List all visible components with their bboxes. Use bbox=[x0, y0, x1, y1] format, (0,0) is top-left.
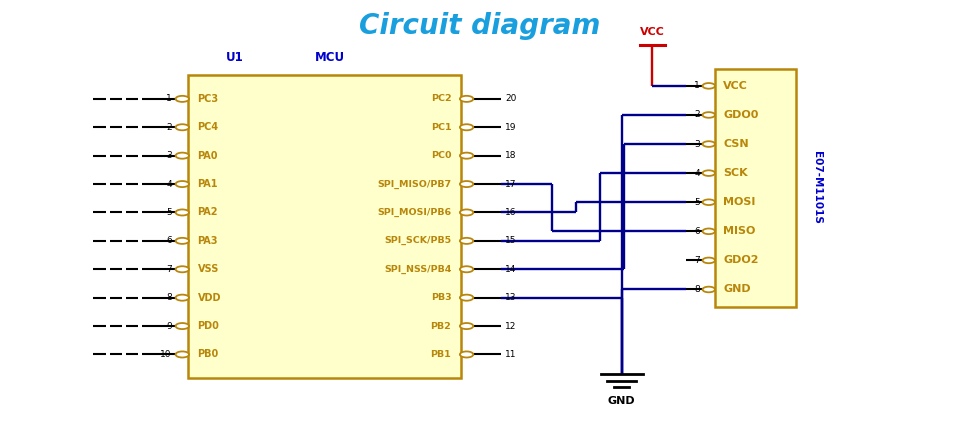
Text: GDO0: GDO0 bbox=[723, 110, 758, 120]
Text: 6: 6 bbox=[166, 236, 172, 245]
Bar bbox=[188, 75, 461, 378]
Circle shape bbox=[703, 286, 715, 292]
Circle shape bbox=[703, 83, 715, 89]
Circle shape bbox=[176, 266, 189, 272]
Text: MOSI: MOSI bbox=[723, 197, 756, 207]
Text: PB2: PB2 bbox=[430, 322, 451, 330]
Text: SPI_MISO/PB7: SPI_MISO/PB7 bbox=[377, 180, 451, 189]
Text: SPI_NSS/PB4: SPI_NSS/PB4 bbox=[384, 265, 451, 274]
Text: 10: 10 bbox=[160, 350, 172, 359]
Circle shape bbox=[703, 170, 715, 176]
Text: 7: 7 bbox=[694, 256, 700, 265]
Text: E07-M1101S: E07-M1101S bbox=[812, 151, 822, 224]
Text: 14: 14 bbox=[505, 265, 516, 274]
Text: PB0: PB0 bbox=[198, 350, 219, 359]
Text: CSN: CSN bbox=[723, 139, 749, 149]
Circle shape bbox=[703, 112, 715, 118]
Text: 20: 20 bbox=[505, 94, 516, 103]
Circle shape bbox=[460, 295, 473, 301]
Circle shape bbox=[460, 96, 473, 102]
Text: SCK: SCK bbox=[723, 168, 748, 178]
Circle shape bbox=[176, 209, 189, 215]
Text: 2: 2 bbox=[694, 110, 700, 119]
Text: 18: 18 bbox=[505, 151, 516, 160]
Text: 1: 1 bbox=[694, 82, 700, 90]
Text: SPI_SCK/PB5: SPI_SCK/PB5 bbox=[384, 236, 451, 245]
Text: GND: GND bbox=[608, 396, 636, 406]
Text: PC2: PC2 bbox=[431, 94, 451, 103]
Circle shape bbox=[460, 323, 473, 329]
Text: PA2: PA2 bbox=[198, 208, 218, 218]
Circle shape bbox=[460, 238, 473, 244]
Text: PB3: PB3 bbox=[431, 293, 451, 302]
Circle shape bbox=[176, 238, 189, 244]
Text: VSS: VSS bbox=[198, 264, 219, 274]
Circle shape bbox=[460, 153, 473, 159]
Circle shape bbox=[703, 199, 715, 205]
Text: VCC: VCC bbox=[640, 27, 664, 37]
Text: MCU: MCU bbox=[315, 51, 345, 64]
Text: 4: 4 bbox=[166, 180, 172, 188]
Text: 7: 7 bbox=[166, 265, 172, 274]
Text: 1: 1 bbox=[166, 94, 172, 103]
Circle shape bbox=[460, 266, 473, 272]
Text: 8: 8 bbox=[166, 293, 172, 302]
Text: PA1: PA1 bbox=[198, 179, 218, 189]
Text: 8: 8 bbox=[694, 285, 700, 294]
Text: PA0: PA0 bbox=[198, 151, 218, 160]
Bar bbox=[714, 68, 796, 307]
Text: Circuit diagram: Circuit diagram bbox=[359, 12, 601, 40]
Text: PB1: PB1 bbox=[430, 350, 451, 359]
Circle shape bbox=[176, 351, 189, 358]
Circle shape bbox=[176, 295, 189, 301]
Text: 5: 5 bbox=[166, 208, 172, 217]
Text: 3: 3 bbox=[694, 140, 700, 149]
Text: 13: 13 bbox=[505, 293, 516, 302]
Text: GDO2: GDO2 bbox=[723, 255, 758, 266]
Text: SPI_MOSI/PB6: SPI_MOSI/PB6 bbox=[377, 208, 451, 217]
Text: GND: GND bbox=[723, 284, 751, 294]
Text: 17: 17 bbox=[505, 180, 516, 188]
Text: 15: 15 bbox=[505, 236, 516, 245]
Circle shape bbox=[460, 181, 473, 187]
Text: 5: 5 bbox=[694, 198, 700, 207]
Text: PC1: PC1 bbox=[431, 123, 451, 132]
Circle shape bbox=[703, 141, 715, 147]
Circle shape bbox=[703, 258, 715, 263]
Text: PD0: PD0 bbox=[198, 321, 220, 331]
Text: 12: 12 bbox=[505, 322, 516, 330]
Text: 11: 11 bbox=[505, 350, 516, 359]
Circle shape bbox=[176, 96, 189, 102]
Text: U1: U1 bbox=[226, 51, 243, 64]
Text: 19: 19 bbox=[505, 123, 516, 132]
Text: 9: 9 bbox=[166, 322, 172, 330]
Text: PC3: PC3 bbox=[198, 94, 219, 104]
Circle shape bbox=[176, 181, 189, 187]
Circle shape bbox=[176, 323, 189, 329]
Circle shape bbox=[703, 228, 715, 234]
Circle shape bbox=[176, 124, 189, 130]
Text: MISO: MISO bbox=[723, 226, 756, 236]
Text: 16: 16 bbox=[505, 208, 516, 217]
Text: 4: 4 bbox=[694, 169, 700, 177]
Circle shape bbox=[460, 351, 473, 358]
Circle shape bbox=[460, 209, 473, 215]
Text: PC4: PC4 bbox=[198, 122, 219, 132]
Circle shape bbox=[460, 124, 473, 130]
Text: VCC: VCC bbox=[723, 81, 748, 91]
Text: VDD: VDD bbox=[198, 293, 221, 303]
Text: 6: 6 bbox=[694, 227, 700, 236]
Circle shape bbox=[176, 153, 189, 159]
Text: 2: 2 bbox=[166, 123, 172, 132]
Text: PA3: PA3 bbox=[198, 236, 218, 246]
Text: 3: 3 bbox=[166, 151, 172, 160]
Text: PC0: PC0 bbox=[431, 151, 451, 160]
